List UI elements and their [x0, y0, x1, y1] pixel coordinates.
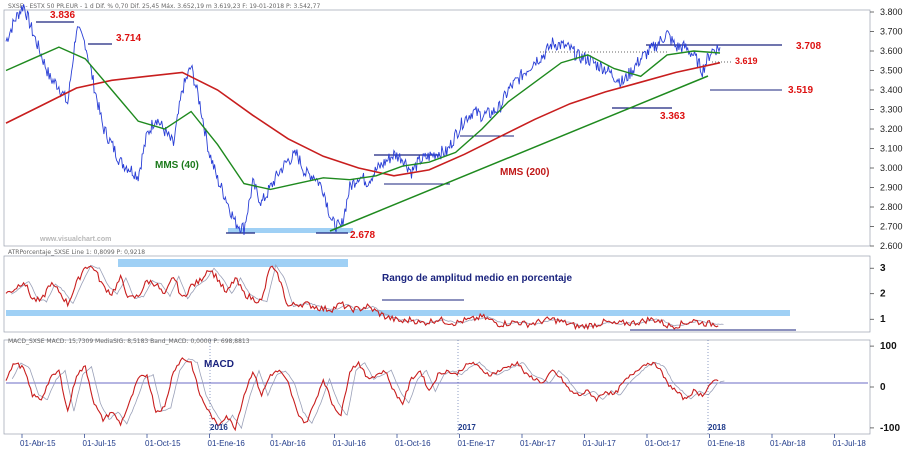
atr-panel-header: ATRPorcentaje_SXSE Line 1: 0,8099 P: 0,9…	[8, 249, 145, 256]
price-series	[5, 4, 721, 235]
label-2678: 2.678	[350, 230, 375, 241]
price-ytick-label: 3.600	[880, 46, 903, 56]
watermark: www.visualchart.com	[39, 236, 111, 243]
xtick-label: 01-Oct-15	[145, 439, 181, 448]
mms200-series	[5, 61, 721, 177]
macd-signal-series	[11, 358, 725, 430]
price-ytick-label: 3.700	[880, 27, 903, 37]
atr-panel	[3, 255, 871, 333]
uptrend-line	[329, 75, 709, 232]
xtick-label: 01-Ene-18	[708, 439, 746, 448]
price-ytick-label: 3.000	[880, 163, 903, 173]
macd-ytick-label: 100	[880, 341, 897, 352]
atr-title: Rango de amplitud medio en porcentaje	[382, 273, 572, 284]
price-ytick-label: 3.300	[880, 105, 903, 115]
xtick-label: 01-Oct-17	[645, 439, 681, 448]
macd-panel	[3, 339, 871, 435]
support-band-left	[228, 228, 353, 233]
macd-title: MACD	[204, 359, 234, 370]
atr-signal-series	[11, 263, 724, 328]
macd-ytick-label: -100	[880, 423, 900, 434]
price-ytick-label: 3.800	[880, 7, 903, 17]
price-ytick-label: 2.600	[880, 241, 903, 251]
xtick-label: 01-Jul-15	[83, 439, 117, 448]
atr-band-bottom	[6, 310, 790, 316]
label-3619: 3.619	[735, 56, 758, 66]
label-3836: 3.836	[50, 10, 75, 21]
price-ytick-label: 3.400	[880, 85, 903, 95]
price-panel-header: SXSE - ESTX 50 PR.EUR - 1 d Dif. % 0,70 …	[8, 3, 320, 10]
xtick-label: 01-Ene-17	[458, 439, 496, 448]
mms200-label: MMS (200)	[500, 167, 549, 178]
mms40-series	[5, 46, 721, 191]
year-label: 2016	[210, 423, 228, 432]
year-label: 2018	[708, 423, 726, 432]
atr-ytick-label: 1	[880, 314, 886, 325]
price-ytick-label: 3.200	[880, 124, 903, 134]
price-ytick-label: 3.100	[880, 144, 903, 154]
xtick-label: 01-Ene-16	[208, 439, 246, 448]
label-3363: 3.363	[660, 111, 685, 122]
xtick-label: 01-Jul-18	[833, 439, 867, 448]
xtick-label: 01-Abr-15	[20, 439, 56, 448]
price-panel	[3, 9, 871, 247]
price-ytick-label: 2.800	[880, 202, 903, 212]
year-label: 2017	[458, 423, 476, 432]
xtick-label: 01-Abr-16	[270, 439, 306, 448]
xtick-label: 01-Abr-17	[520, 439, 556, 448]
label-3519: 3.519	[788, 85, 813, 96]
label-3714: 3.714	[116, 33, 141, 44]
macd-series	[5, 357, 719, 432]
price-ytick-label: 2.700	[880, 222, 903, 232]
xtick-label: 01-Oct-16	[395, 439, 431, 448]
macd-ytick-label: 0	[880, 382, 886, 393]
atr-series	[5, 265, 719, 331]
atr-band-top	[118, 259, 348, 267]
mms40-label: MMS (40)	[155, 160, 199, 171]
atr-ytick-label: 2	[880, 289, 886, 300]
price-ytick-label: 2.900	[880, 183, 903, 193]
macd-panel-header: MACD_SXSE MACD: 15,7309 MediaSIG: 8,5183…	[8, 338, 250, 345]
atr-ytick-label: 3	[880, 263, 886, 274]
label-3708: 3.708	[796, 41, 821, 52]
price-ytick-label: 3.500	[880, 66, 903, 76]
xtick-label: 01-Jul-16	[333, 439, 367, 448]
xtick-label: 01-Abr-18	[770, 439, 806, 448]
xtick-label: 01-Jul-17	[583, 439, 617, 448]
